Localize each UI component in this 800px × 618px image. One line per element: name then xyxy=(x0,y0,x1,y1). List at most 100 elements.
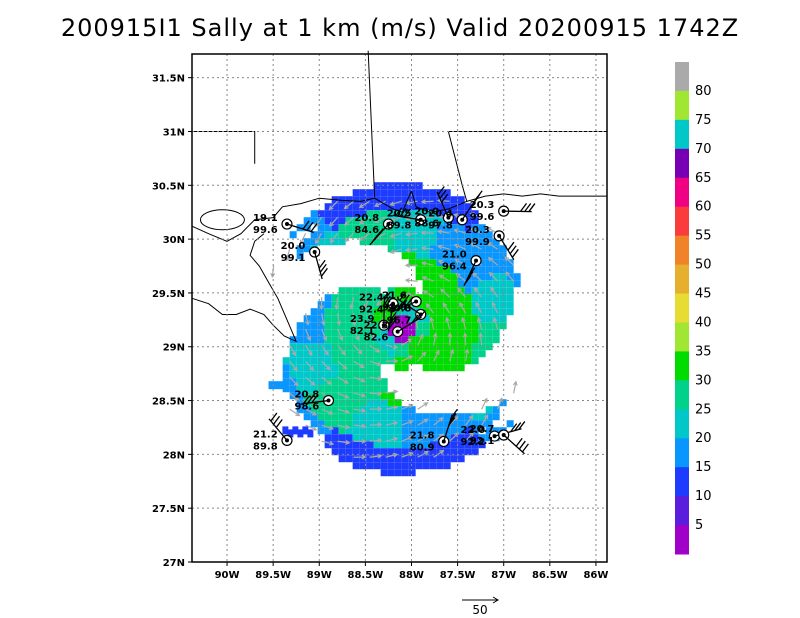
colorbar-label: 75 xyxy=(695,113,712,128)
wind-vector-head xyxy=(442,302,448,308)
lat-tick-label: 30N xyxy=(163,235,185,246)
wind-speed-cell xyxy=(296,385,304,393)
wind-speed-cell xyxy=(408,203,416,211)
wind-speed-cell xyxy=(394,203,402,211)
wind-vector-head xyxy=(327,380,333,385)
wind-speed-cell xyxy=(331,448,339,456)
wind-speed-cell xyxy=(464,252,472,260)
wind-speed-cell xyxy=(429,301,437,309)
wind-speed-cell xyxy=(485,245,493,253)
wind-barb-flag xyxy=(302,220,310,230)
wind-vector xyxy=(369,376,382,380)
wind-speed-cell xyxy=(401,364,409,372)
wind-vector xyxy=(464,333,467,346)
wind-speed-cell xyxy=(380,350,388,358)
wind-speed-cell xyxy=(310,364,318,372)
wind-vector-head xyxy=(320,320,326,326)
wind-speed-cell xyxy=(450,420,458,428)
wind-speed-cell xyxy=(352,329,360,337)
wind-speed-cell xyxy=(457,329,465,337)
wind-speed-cell xyxy=(436,287,444,295)
wind-vector-head xyxy=(377,406,383,412)
wind-speed-cell xyxy=(485,406,493,414)
wind-speed-cell xyxy=(345,224,353,232)
wind-speed-cell xyxy=(401,238,409,246)
wind-vector xyxy=(430,317,435,330)
wind-speed-cell xyxy=(352,399,360,407)
wind-speed-cell xyxy=(429,252,437,260)
wind-vector-head xyxy=(377,391,383,397)
wind-speed-cell xyxy=(338,308,346,316)
wind-speed-cell xyxy=(443,322,451,330)
wind-barb-flag xyxy=(402,294,410,304)
wind-speed-cell xyxy=(443,294,451,302)
wind-speed-cell xyxy=(408,336,416,344)
wind-barb-flag xyxy=(396,301,404,311)
wind-speed-cell xyxy=(310,315,318,323)
wind-speed-cell xyxy=(373,406,381,414)
wind-speed-cell xyxy=(352,371,360,379)
wind-speed-cell xyxy=(478,308,486,316)
wind-speed-cell xyxy=(296,371,304,379)
wind-speed-cell xyxy=(380,420,388,428)
wind-vector xyxy=(438,230,450,234)
wind-vector xyxy=(470,212,482,218)
coastline xyxy=(191,189,607,242)
wind-vector xyxy=(305,328,311,341)
wind-vector-head xyxy=(404,231,411,237)
wind-speed-cell xyxy=(408,245,416,253)
wind-speed-cell xyxy=(331,231,339,239)
wind-speed-cell xyxy=(422,231,430,239)
wind-vector xyxy=(369,455,382,458)
wind-speed-cell xyxy=(471,329,479,337)
wind-speed-cell xyxy=(408,406,416,414)
wind-vector xyxy=(305,408,317,416)
wind-vector-head xyxy=(299,239,305,245)
wind-speed-cell xyxy=(359,308,367,316)
wind-speed-cell xyxy=(422,441,430,449)
wind-speed-cell xyxy=(366,455,374,463)
wind-speed-cell xyxy=(352,203,360,211)
wind-vector-head xyxy=(419,333,424,339)
wind-speed-cell xyxy=(485,343,493,351)
wind-speed-cell xyxy=(352,378,360,386)
wind-speed-cell xyxy=(443,224,451,232)
wind-barb-flag xyxy=(383,300,391,309)
wind-speed-cell xyxy=(394,238,402,246)
wind-speed-cell xyxy=(303,350,311,358)
wind-vector-head xyxy=(357,349,363,355)
wind-speed-cell xyxy=(422,308,430,316)
wind-vector-head xyxy=(432,332,438,338)
colorbar-label: 70 xyxy=(695,142,712,157)
wind-vector-head xyxy=(343,379,349,384)
wind-vector-head xyxy=(440,288,446,294)
wind-speed-cell xyxy=(499,399,507,407)
wind-speed-cell xyxy=(373,294,381,302)
wind-speed-cell xyxy=(380,343,388,351)
wind-speed-cell xyxy=(338,315,346,323)
wind-speed-cell xyxy=(387,350,395,358)
wind-speed-cell xyxy=(450,287,458,295)
wind-speed-cell xyxy=(464,203,472,211)
wind-speed-cell xyxy=(296,406,304,414)
wind-speed-cell xyxy=(268,381,289,390)
wind-vector-head xyxy=(389,249,395,254)
wind-speed-cell xyxy=(324,427,332,435)
wind-barb xyxy=(443,414,453,442)
wind-vector xyxy=(475,302,483,314)
wind-speed-cell xyxy=(464,280,472,288)
wind-speed-cell xyxy=(436,231,444,239)
wind-speed-cell xyxy=(345,343,353,351)
wind-speed-cell xyxy=(401,294,409,302)
wind-speed-cell xyxy=(408,448,416,456)
wind-speed-cell xyxy=(338,448,346,456)
wind-speed-cell xyxy=(450,280,458,288)
wind-speed-cell xyxy=(317,392,325,400)
wind-speed-cell xyxy=(345,329,353,337)
wind-speed-cell xyxy=(506,301,514,309)
wind-speed-cell xyxy=(408,259,416,267)
wind-speed-cell xyxy=(387,455,395,463)
wind-speed-cell xyxy=(478,434,486,442)
wind-barb-flag xyxy=(403,208,411,218)
wind-speed-cell xyxy=(338,196,346,204)
